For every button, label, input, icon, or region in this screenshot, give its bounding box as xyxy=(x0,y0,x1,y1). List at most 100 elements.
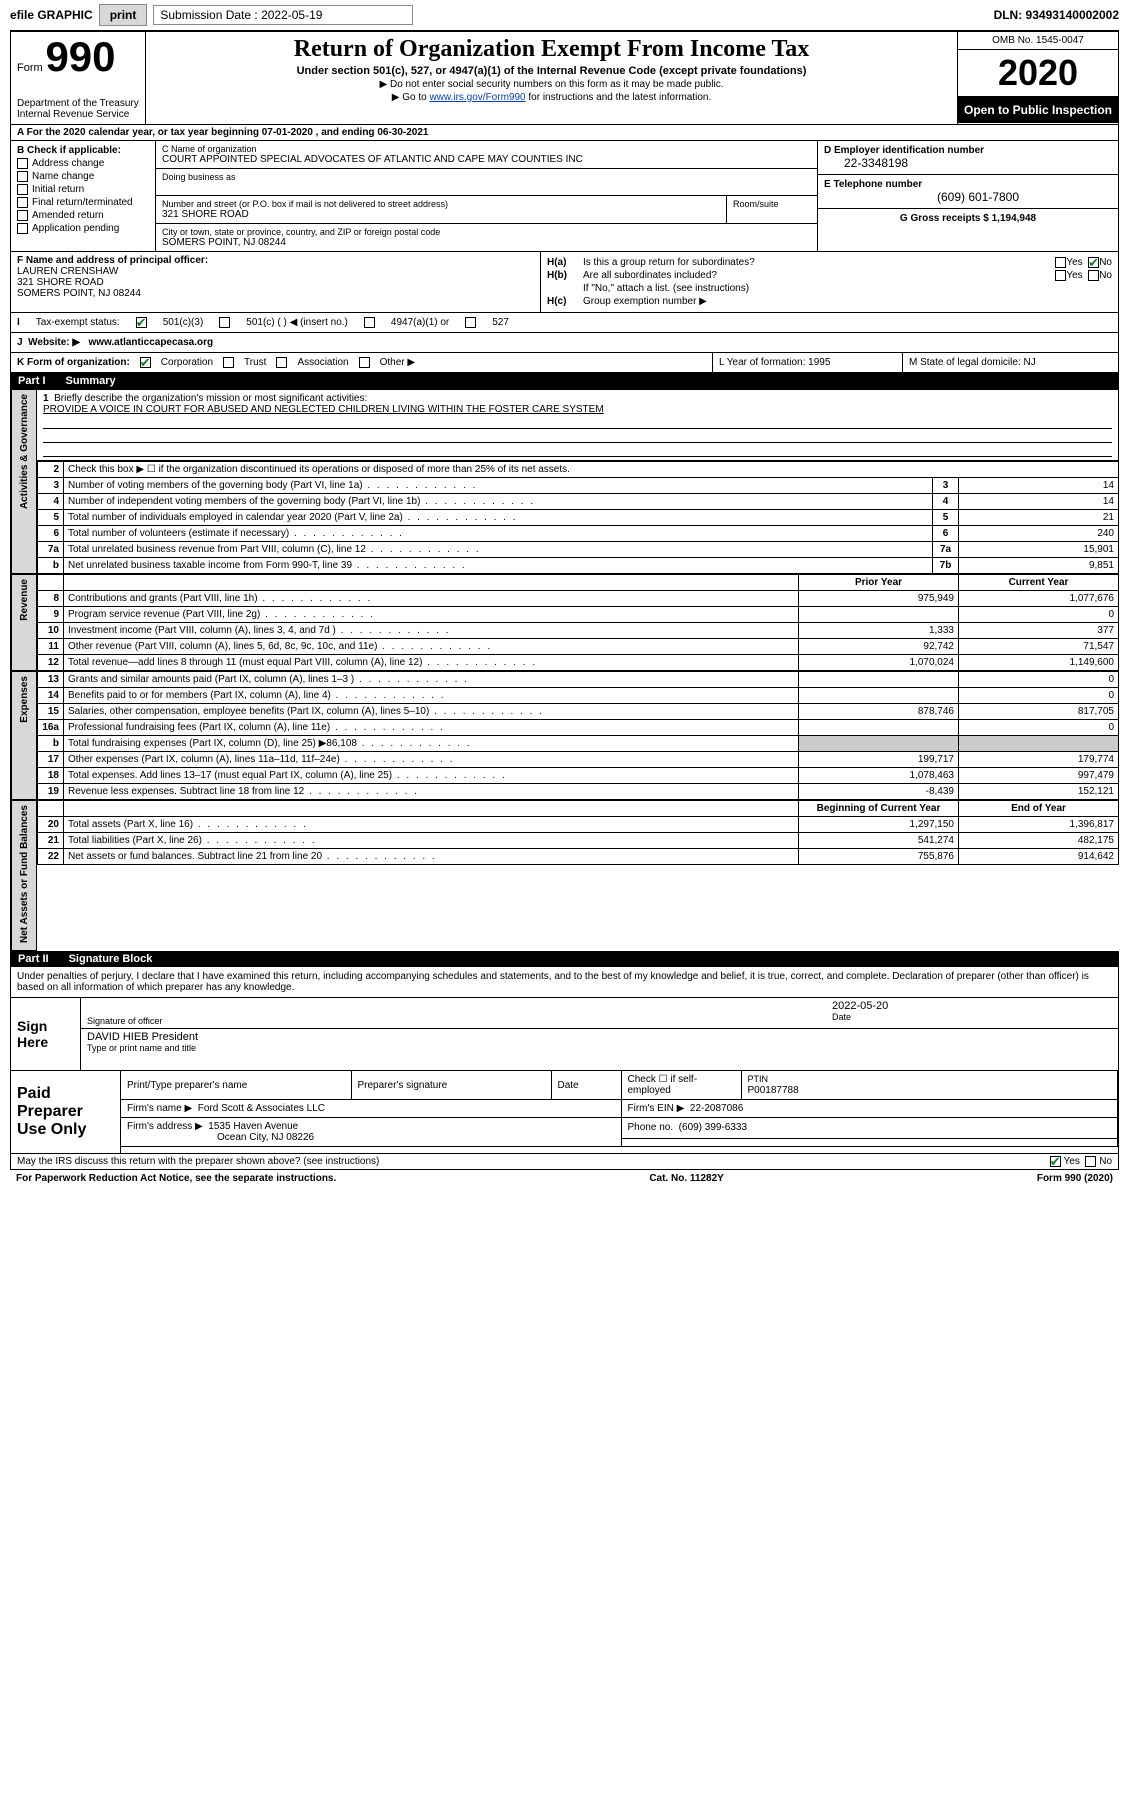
hb-no-checkbox[interactable] xyxy=(1088,270,1099,281)
print-button[interactable]: print xyxy=(99,4,148,26)
top-bar: efile GRAPHIC print DLN: 93493140002002 xyxy=(10,0,1119,32)
ck-lbl: Initial return xyxy=(32,184,84,195)
c-label: C Name of organization xyxy=(162,144,811,154)
row-ref: 7a xyxy=(933,542,959,558)
k-label: K Form of organization: xyxy=(17,357,130,368)
firm-name-cell: Firm's name ▶ Ford Scott & Associates LL… xyxy=(121,1100,621,1118)
ein-value: 22-3348198 xyxy=(824,156,1112,170)
form-of-org: K Form of organization: Corporation Trus… xyxy=(11,353,713,372)
row-desc: Professional fundraising fees (Part IX, … xyxy=(64,720,799,736)
officer-name-title: DAVID HIEB President xyxy=(87,1031,1112,1043)
row-num: 15 xyxy=(38,704,64,720)
d-label: D Employer identification number xyxy=(824,145,1112,156)
row-num: 7a xyxy=(38,542,64,558)
officer-name: LAUREN CRENSHAW xyxy=(17,266,534,277)
row-desc: Net unrelated business taxable income fr… xyxy=(64,558,933,574)
principal-officer: F Name and address of principal officer:… xyxy=(11,252,541,312)
row-desc: Other expenses (Part IX, column (A), lin… xyxy=(64,752,799,768)
firm-name-lbl: Firm's name ▶ xyxy=(127,1103,192,1114)
amended-return-checkbox[interactable] xyxy=(17,210,28,221)
application-pending-checkbox[interactable] xyxy=(17,223,28,234)
row-val: 14 xyxy=(959,494,1119,510)
signature-space[interactable] xyxy=(87,1000,832,1016)
501c-checkbox[interactable] xyxy=(219,317,230,328)
dba-value xyxy=(162,182,811,192)
net-assets-section: Net Assets or Fund Balances Beginning of… xyxy=(10,800,1119,951)
prep-fields: Print/Type preparer's name Preparer's si… xyxy=(121,1071,1118,1153)
form-header-left: Form 990 Department of the Treasury Inte… xyxy=(11,32,146,124)
row-prior: 199,717 xyxy=(799,752,959,768)
mission-line xyxy=(43,415,1112,429)
row-num: 18 xyxy=(38,768,64,784)
vlabel-expenses: Expenses xyxy=(11,671,37,800)
hc-label: H(c) xyxy=(547,296,583,307)
row-desc: Program service revenue (Part VIII, line… xyxy=(64,607,799,623)
part2-header: Part II Signature Block xyxy=(10,951,1119,967)
ptin-value: P00187788 xyxy=(748,1085,799,1096)
expenses-table: 13 Grants and similar amounts paid (Part… xyxy=(37,671,1119,800)
row-desc: Total revenue—add lines 8 through 11 (mu… xyxy=(64,655,799,671)
row-desc: Other revenue (Part VIII, column (A), li… xyxy=(64,639,799,655)
section-fh: F Name and address of principal officer:… xyxy=(10,252,1119,313)
row-prior xyxy=(799,607,959,623)
row-current: 152,121 xyxy=(959,784,1119,800)
row-current: 179,774 xyxy=(959,752,1119,768)
row-desc: Contributions and grants (Part VIII, lin… xyxy=(64,591,799,607)
4947-checkbox[interactable] xyxy=(364,317,375,328)
ha-no-checkbox[interactable] xyxy=(1088,257,1099,268)
row-current: 997,479 xyxy=(959,768,1119,784)
hdr-blank xyxy=(38,801,64,817)
sign-fields: Signature of officer 2022-05-20 Date DAV… xyxy=(81,998,1118,1070)
other-checkbox[interactable] xyxy=(359,357,370,368)
discuss-yes-checkbox[interactable] xyxy=(1050,1156,1061,1167)
row-prior: 975,949 xyxy=(799,591,959,607)
website-url: www.atlanticcapecasa.org xyxy=(88,337,213,348)
row-current: 817,705 xyxy=(959,704,1119,720)
org-info: C Name of organization COURT APPOINTED S… xyxy=(156,141,818,251)
corp-checkbox[interactable] xyxy=(140,357,151,368)
footer-center: Cat. No. 11282Y xyxy=(649,1173,723,1184)
form-number: 990 xyxy=(45,33,115,80)
name-change-checkbox[interactable] xyxy=(17,171,28,182)
form-header-right: OMB No. 1545-0047 2020 Open to Public In… xyxy=(958,32,1118,124)
sig-label: Signature of officer xyxy=(87,1016,832,1026)
trust-checkbox[interactable] xyxy=(223,357,234,368)
e-label: E Telephone number xyxy=(824,179,1112,190)
submission-date-field[interactable] xyxy=(153,5,413,25)
hb-yes-checkbox[interactable] xyxy=(1055,270,1066,281)
sig-date: 2022-05-20 xyxy=(832,1000,1112,1012)
final-return-checkbox[interactable] xyxy=(17,197,28,208)
org-ids: D Employer identification number 22-3348… xyxy=(818,141,1118,251)
row-num: 2 xyxy=(38,462,64,478)
room-label: Room/suite xyxy=(733,199,811,209)
initial-return-checkbox[interactable] xyxy=(17,184,28,195)
501c3-checkbox[interactable] xyxy=(136,317,147,328)
kml-row: K Form of organization: Corporation Trus… xyxy=(10,353,1119,373)
row-val: 240 xyxy=(959,526,1119,542)
opt-527: 527 xyxy=(492,317,509,328)
form-title: Return of Organization Exempt From Incom… xyxy=(154,36,949,63)
row-current xyxy=(959,736,1119,752)
row-desc: Net assets or fund balances. Subtract li… xyxy=(64,849,799,865)
row-current: 1,077,676 xyxy=(959,591,1119,607)
row-ref: 6 xyxy=(933,526,959,542)
form-word: Form xyxy=(17,62,43,74)
row-num: 14 xyxy=(38,688,64,704)
part1-label: Part I xyxy=(18,375,46,387)
begin-year-hdr: Beginning of Current Year xyxy=(799,801,959,817)
officer-addr2: SOMERS POINT, NJ 08244 xyxy=(17,288,534,299)
efile-label: efile GRAPHIC xyxy=(10,8,93,22)
discuss-no-checkbox[interactable] xyxy=(1085,1156,1096,1167)
prep-name-hdr: Print/Type preparer's name xyxy=(121,1071,351,1100)
ck-lbl: Amended return xyxy=(32,210,104,221)
instructions-link[interactable]: www.irs.gov/Form990 xyxy=(429,92,525,103)
revenue-section: Revenue Prior Year Current Year 8 Contri… xyxy=(10,574,1119,671)
row-num: 12 xyxy=(38,655,64,671)
ha-yes-checkbox[interactable] xyxy=(1055,257,1066,268)
tax-exempt-status: I Tax-exempt status: 501(c)(3) 501(c) ( … xyxy=(10,313,1119,333)
row-prior: 1,333 xyxy=(799,623,959,639)
527-checkbox[interactable] xyxy=(465,317,476,328)
inspection-badge: Open to Public Inspection xyxy=(958,97,1118,123)
address-change-checkbox[interactable] xyxy=(17,158,28,169)
assoc-checkbox[interactable] xyxy=(276,357,287,368)
